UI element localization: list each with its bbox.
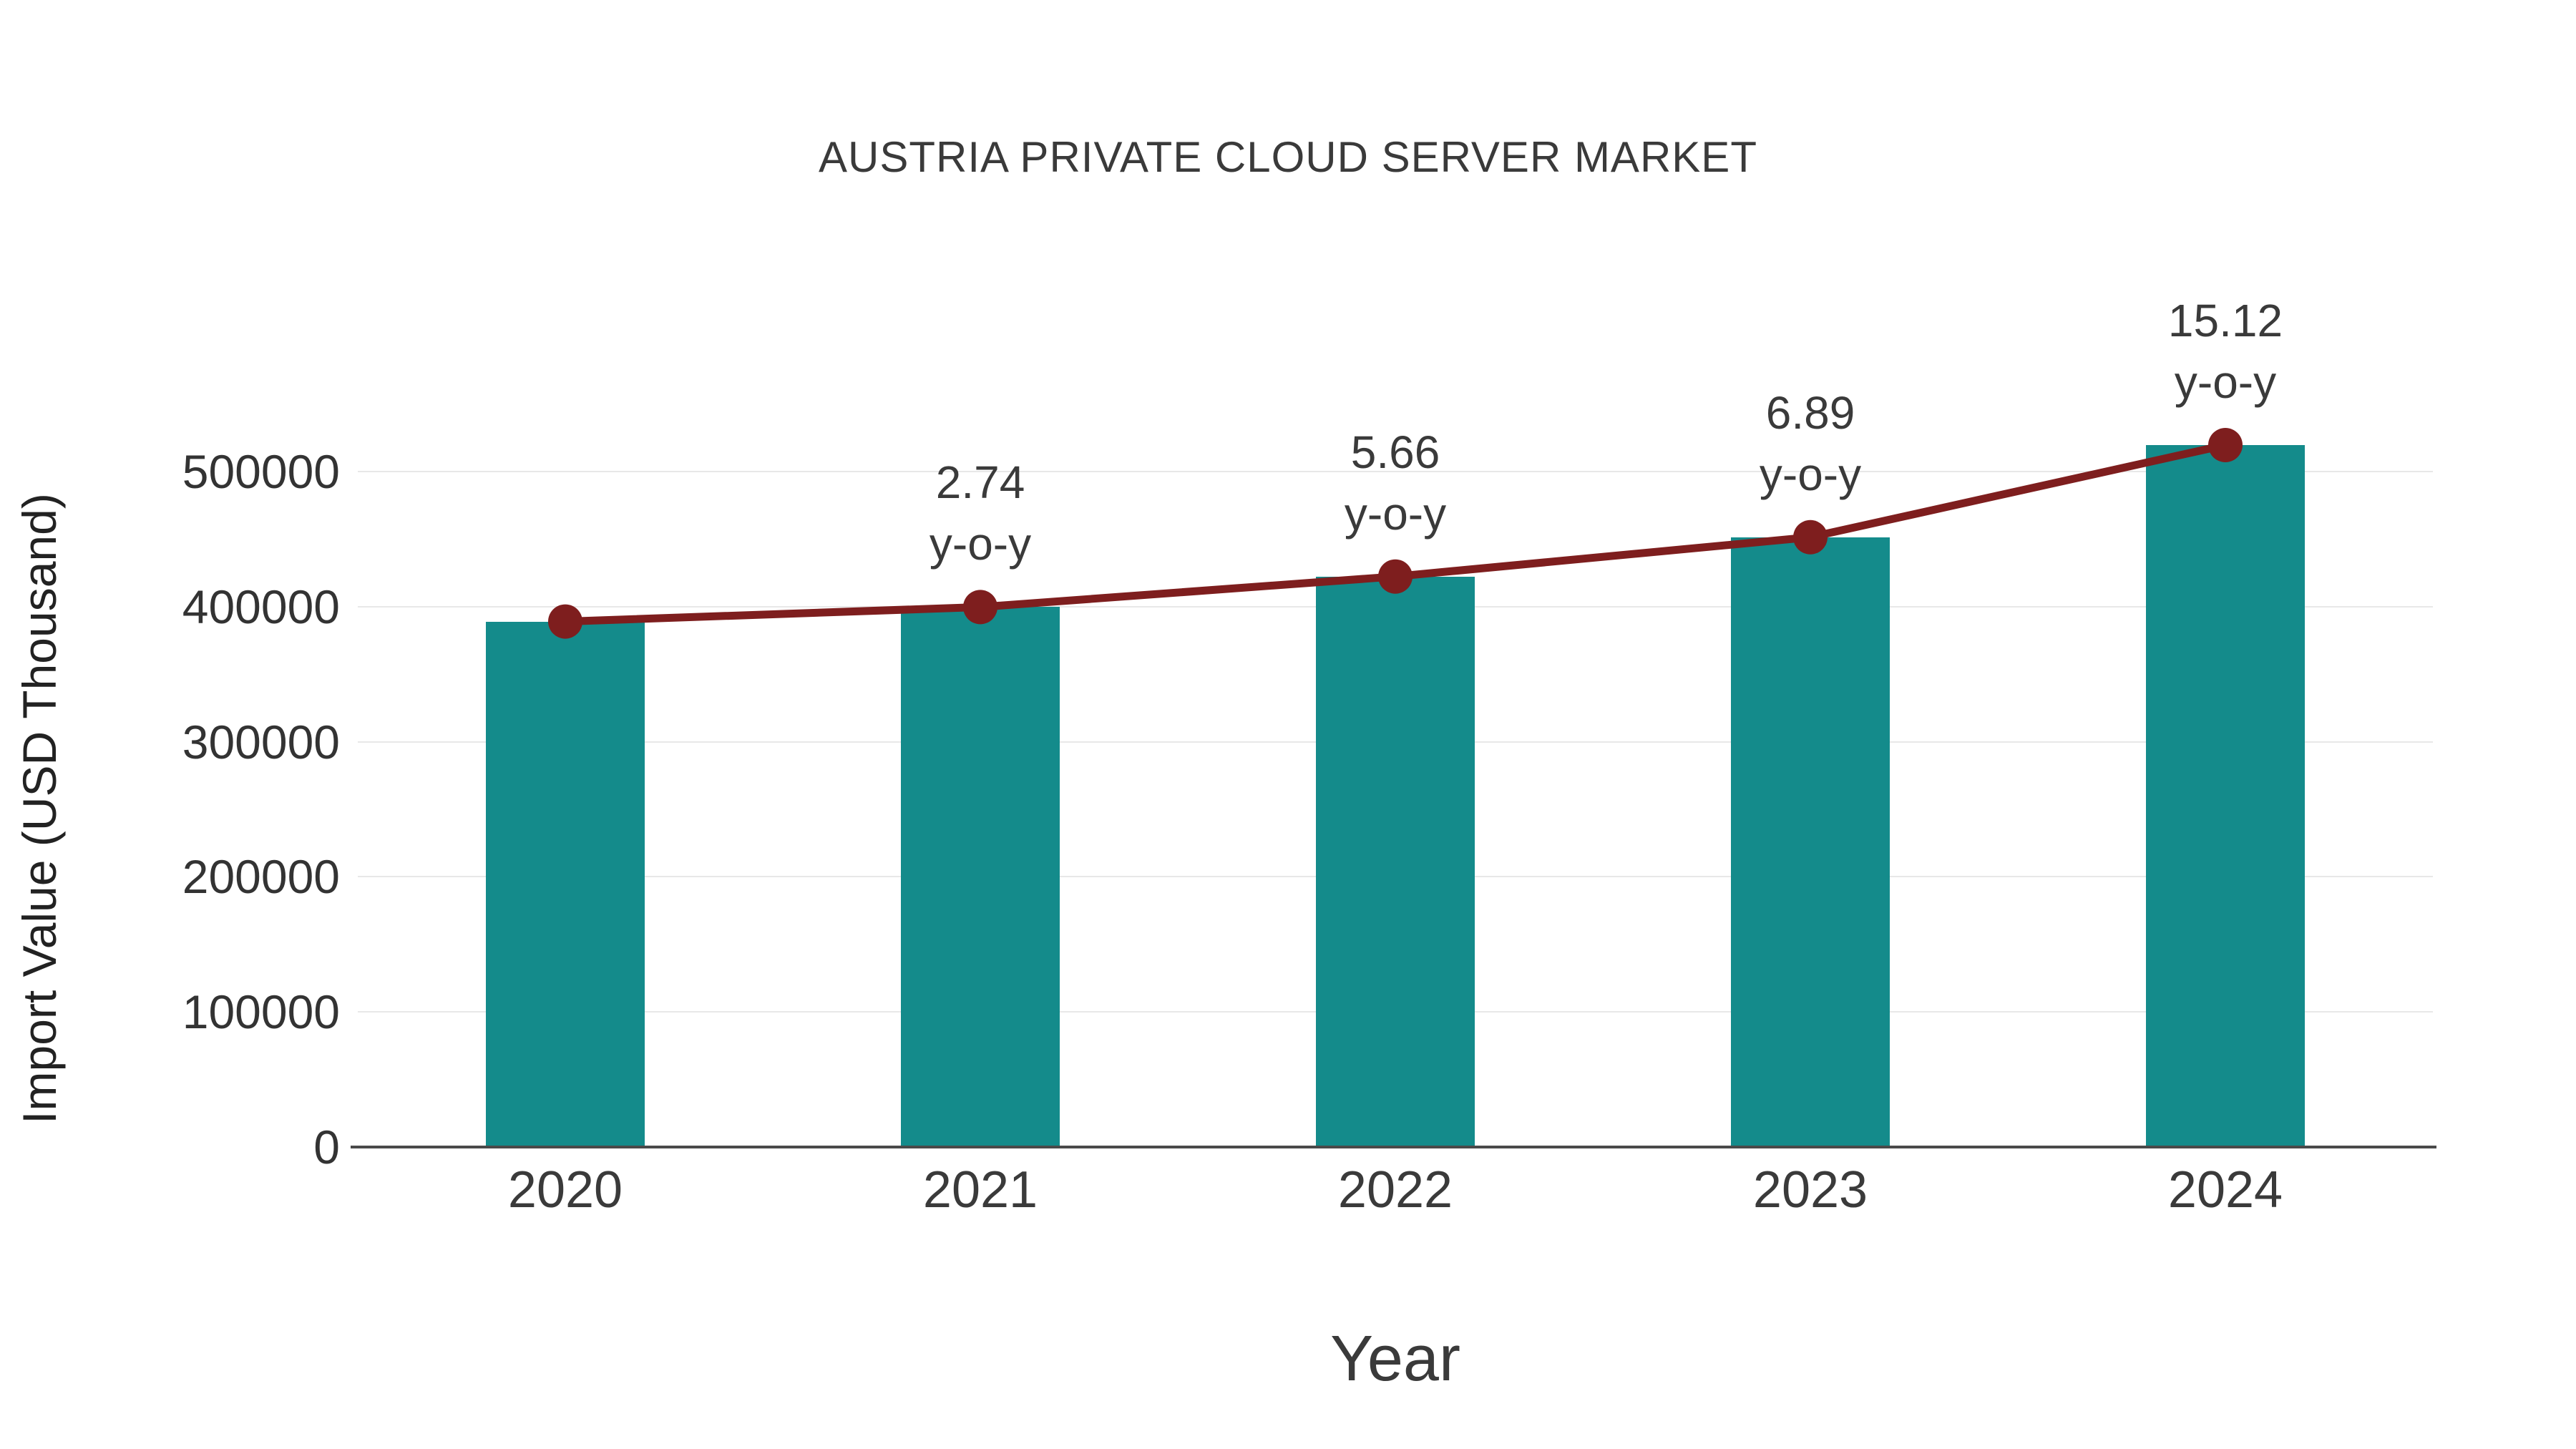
annotation-subtext: y-o-y [929,518,1032,570]
y-tick-label: 0 [313,1121,340,1174]
y-tick-label: 400000 [182,580,340,633]
annotation-subtext: y-o-y [1759,448,1862,500]
line-marker-2021 [963,590,997,625]
annotation-value: 6.89 [1765,386,1855,439]
y-tick-label: 100000 [182,985,340,1039]
x-tick-label: 2022 [1337,1161,1453,1219]
line-marker-2024 [2208,427,2243,462]
bar-2020 [486,621,645,1147]
annotation-value: 15.12 [2167,294,2283,346]
y-tick-label: 500000 [182,445,340,498]
x-tick-label: 2024 [2167,1161,2283,1219]
gridline [358,471,2433,472]
annotation-value: 2.74 [935,457,1025,509]
bar-2023 [1731,537,1890,1147]
x-axis-line [351,1146,2436,1148]
bar-2022 [1316,576,1475,1147]
chart-title: AUSTRIA PRIVATE CLOUD SERVER MARKET [819,133,1757,181]
bar-2024 [2146,444,2305,1147]
x-tick-label: 2023 [1752,1161,1868,1219]
line-marker-2023 [1793,519,1828,555]
bar-2021 [901,607,1060,1147]
annotation-2021: 2.74 y-o-y [801,452,1159,575]
annotation-2024: 15.12 y-o-y [2046,290,2404,413]
x-axis-label: Year [1330,1323,1460,1395]
x-tick-label: 2020 [507,1161,623,1219]
annotation-2022: 5.66 y-o-y [1216,421,1574,545]
x-tick-label: 2021 [922,1161,1038,1219]
line-marker-2022 [1378,559,1413,594]
annotation-subtext: y-o-y [1344,487,1447,540]
y-tick-label: 300000 [182,715,340,769]
annotation-value: 5.66 [1350,426,1440,478]
y-tick-label: 200000 [182,850,340,904]
annotation-2023: 6.89 y-o-y [1631,382,1989,505]
line-marker-2020 [548,604,582,639]
annotation-subtext: y-o-y [2174,356,2277,408]
